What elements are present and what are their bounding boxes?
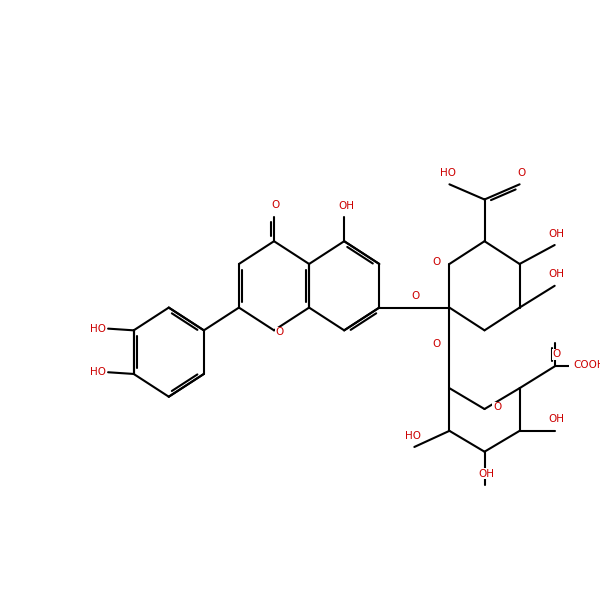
Text: O: O	[493, 403, 501, 412]
Text: O: O	[272, 200, 280, 210]
Text: HO: HO	[91, 323, 106, 334]
Text: O: O	[275, 327, 284, 337]
Text: O: O	[412, 291, 419, 301]
Text: HO: HO	[404, 431, 421, 440]
Text: OH: OH	[548, 415, 565, 424]
Text: O: O	[517, 168, 526, 178]
Text: OH: OH	[548, 229, 565, 239]
Text: OH: OH	[478, 469, 494, 479]
Text: O: O	[552, 349, 560, 359]
Text: OH: OH	[548, 269, 565, 280]
Text: OH: OH	[338, 202, 354, 211]
Text: HO: HO	[440, 168, 456, 178]
Text: COOH: COOH	[574, 360, 600, 370]
Text: O: O	[433, 257, 441, 267]
Text: O: O	[433, 339, 441, 349]
Text: HO: HO	[91, 367, 106, 377]
